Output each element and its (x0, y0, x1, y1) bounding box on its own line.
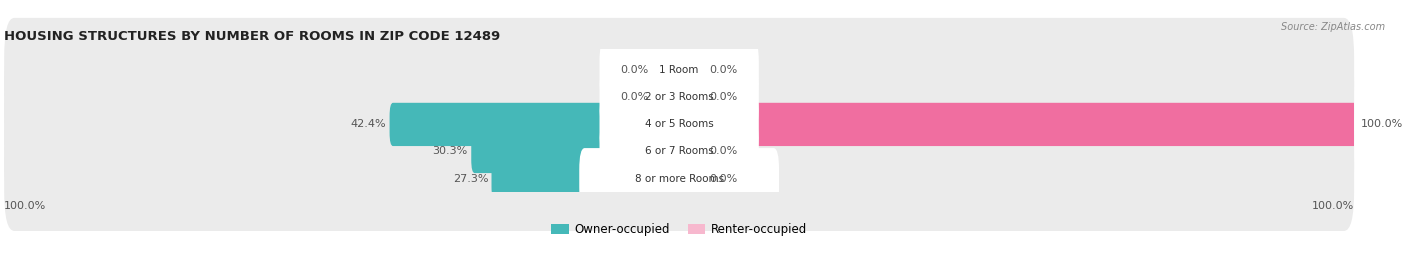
FancyBboxPatch shape (676, 130, 706, 173)
Text: 100.0%: 100.0% (1361, 119, 1403, 129)
Text: 30.3%: 30.3% (433, 146, 468, 157)
Text: 0.0%: 0.0% (710, 146, 738, 157)
FancyBboxPatch shape (492, 157, 682, 200)
Text: 4 or 5 Rooms: 4 or 5 Rooms (645, 119, 713, 129)
Text: 0.0%: 0.0% (620, 92, 648, 102)
FancyBboxPatch shape (676, 157, 706, 200)
FancyBboxPatch shape (599, 40, 759, 101)
Text: 0.0%: 0.0% (710, 65, 738, 75)
Text: 0.0%: 0.0% (620, 65, 648, 75)
FancyBboxPatch shape (676, 103, 1358, 146)
Text: 42.4%: 42.4% (350, 119, 387, 129)
FancyBboxPatch shape (389, 103, 682, 146)
Text: 6 or 7 Rooms: 6 or 7 Rooms (645, 146, 713, 157)
Legend: Owner-occupied, Renter-occupied: Owner-occupied, Renter-occupied (546, 218, 813, 240)
FancyBboxPatch shape (599, 121, 759, 182)
FancyBboxPatch shape (471, 130, 682, 173)
FancyBboxPatch shape (4, 18, 1354, 123)
Text: 27.3%: 27.3% (453, 174, 488, 183)
FancyBboxPatch shape (599, 67, 759, 128)
FancyBboxPatch shape (4, 126, 1354, 231)
FancyBboxPatch shape (652, 76, 682, 119)
Text: 0.0%: 0.0% (710, 174, 738, 183)
FancyBboxPatch shape (676, 49, 706, 92)
Text: HOUSING STRUCTURES BY NUMBER OF ROOMS IN ZIP CODE 12489: HOUSING STRUCTURES BY NUMBER OF ROOMS IN… (4, 30, 501, 43)
FancyBboxPatch shape (4, 45, 1354, 150)
Text: Source: ZipAtlas.com: Source: ZipAtlas.com (1281, 22, 1385, 31)
Text: 2 or 3 Rooms: 2 or 3 Rooms (645, 92, 713, 102)
FancyBboxPatch shape (652, 49, 682, 92)
FancyBboxPatch shape (4, 72, 1354, 177)
FancyBboxPatch shape (676, 76, 706, 119)
Text: 100.0%: 100.0% (4, 201, 46, 211)
Text: 1 Room: 1 Room (659, 65, 699, 75)
Text: 0.0%: 0.0% (710, 92, 738, 102)
FancyBboxPatch shape (599, 94, 759, 155)
Text: 100.0%: 100.0% (1312, 201, 1354, 211)
Text: 8 or more Rooms: 8 or more Rooms (634, 174, 724, 183)
FancyBboxPatch shape (4, 99, 1354, 204)
FancyBboxPatch shape (579, 148, 779, 209)
